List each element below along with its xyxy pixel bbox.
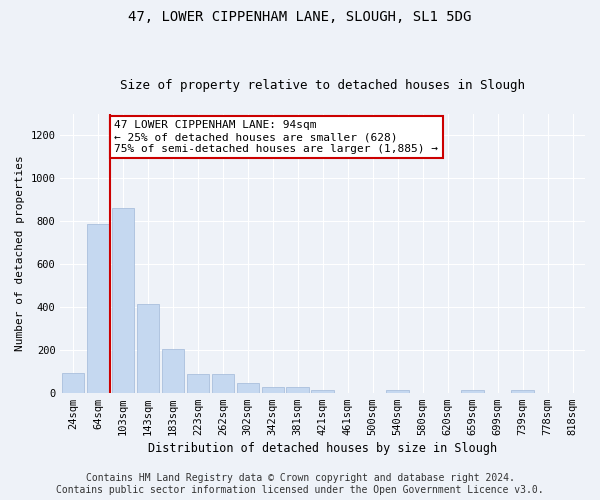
Text: 47 LOWER CIPPENHAM LANE: 94sqm
← 25% of detached houses are smaller (628)
75% of: 47 LOWER CIPPENHAM LANE: 94sqm ← 25% of … — [114, 120, 438, 154]
Bar — [212, 374, 234, 392]
Text: Contains HM Land Registry data © Crown copyright and database right 2024.
Contai: Contains HM Land Registry data © Crown c… — [56, 474, 544, 495]
Bar — [161, 348, 184, 393]
Title: Size of property relative to detached houses in Slough: Size of property relative to detached ho… — [120, 79, 525, 92]
Bar — [86, 224, 109, 392]
Y-axis label: Number of detached properties: Number of detached properties — [15, 156, 25, 351]
Bar — [187, 374, 209, 392]
X-axis label: Distribution of detached houses by size in Slough: Distribution of detached houses by size … — [148, 442, 497, 455]
Bar — [461, 390, 484, 392]
Bar — [511, 390, 534, 392]
Bar — [386, 390, 409, 392]
Text: 47, LOWER CIPPENHAM LANE, SLOUGH, SL1 5DG: 47, LOWER CIPPENHAM LANE, SLOUGH, SL1 5D… — [128, 10, 472, 24]
Bar — [137, 304, 159, 392]
Bar — [262, 388, 284, 392]
Bar — [112, 208, 134, 392]
Bar — [286, 388, 309, 392]
Bar — [62, 374, 84, 392]
Bar — [311, 390, 334, 392]
Bar — [236, 382, 259, 392]
